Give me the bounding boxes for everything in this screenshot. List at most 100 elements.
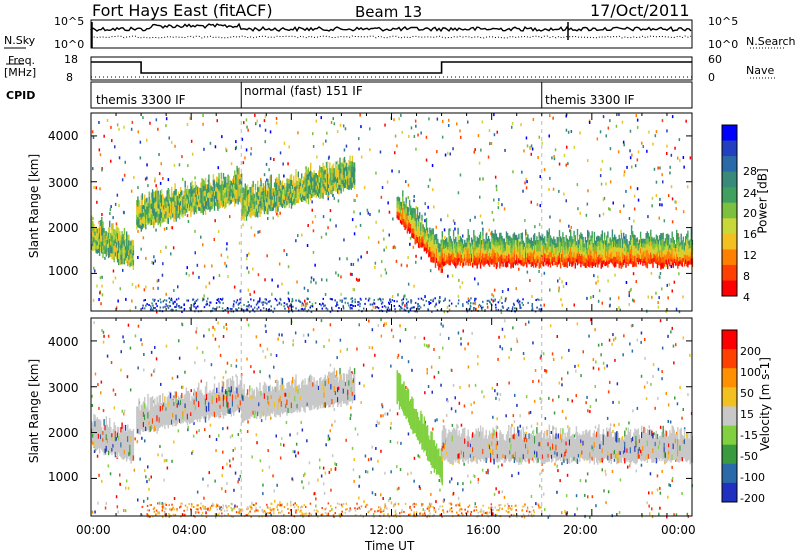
power-echo-cell (536, 255, 538, 262)
power-echo-cell (165, 211, 167, 216)
power-echo-cell (115, 247, 118, 254)
velocity-noise-point (657, 396, 659, 400)
power-echo-cell (687, 260, 689, 268)
power-noise-point (378, 209, 380, 213)
power-noise-point (352, 263, 355, 266)
velocity-noise-point (413, 479, 415, 483)
velocity-noise-point (495, 396, 497, 400)
power-echo-cell (573, 236, 575, 242)
power-echo-cell (568, 251, 571, 257)
power-noise-point (386, 180, 389, 184)
velocity-noise-point (390, 364, 392, 368)
power-echo-cell (577, 255, 580, 260)
power-echo-cell (127, 250, 129, 256)
power-echo-cell (258, 208, 260, 213)
power-echo-cell (295, 191, 297, 198)
power-echo-cell (347, 178, 349, 183)
power-echo-cell (525, 252, 527, 259)
power-echo-cell (605, 240, 607, 246)
power-noise-point (170, 252, 172, 256)
velocity-noise-point (324, 471, 327, 475)
power-noise-point (360, 155, 363, 159)
power-echo-cell (94, 238, 96, 244)
power-echo-cell (506, 233, 509, 239)
power-echo-cell (296, 184, 298, 189)
power-echo-cell (676, 253, 678, 260)
velocity-noise-point (281, 333, 283, 337)
power-noise-point (312, 145, 315, 148)
power-noise-point (314, 263, 316, 267)
power-echo-cell (110, 240, 112, 246)
power-noise-point (413, 135, 416, 138)
power-echo-cell (157, 219, 159, 226)
power-noise-point (530, 200, 532, 204)
power-echo-cell (410, 214, 412, 220)
power-noise-point (337, 273, 340, 277)
power-echo-cell (97, 248, 100, 253)
power-ground-point (377, 298, 379, 301)
power-noise-point (629, 129, 632, 133)
power-echo-cell (573, 252, 575, 258)
velocity-noise-point (622, 353, 624, 357)
power-noise-point (424, 295, 426, 299)
power-echo-cell (150, 203, 153, 209)
power-noise-point (142, 236, 145, 240)
power-echo-cell (271, 191, 274, 197)
power-echo-cell (510, 262, 512, 269)
velocity-noise-point (567, 425, 569, 429)
power-echo-cell (168, 207, 171, 213)
power-ground-point (150, 306, 153, 309)
power-echo-cell (655, 253, 658, 260)
power-echo-cell (231, 178, 234, 183)
power-noise-point (392, 217, 394, 221)
power-echo-cell (441, 268, 443, 273)
power-echo-cell (95, 226, 97, 232)
power-echo-cell (111, 235, 113, 242)
power-echo-cell (642, 252, 644, 257)
power-ground-point (302, 308, 305, 311)
power-echo-cell (176, 203, 178, 208)
power-echo-cell (472, 239, 474, 245)
power-echo-cell (207, 196, 209, 202)
power-echo-cell (626, 255, 628, 260)
velocity-noise-point (219, 506, 221, 510)
power-echo-cell (476, 236, 478, 243)
power-echo-cell (340, 168, 342, 174)
power-echo-cell (138, 213, 140, 219)
power-echo-cell (642, 238, 644, 244)
power-echo-cell (653, 257, 655, 262)
power-noise-point (407, 256, 409, 260)
power-echo-cell (573, 246, 575, 253)
power-noise-point (478, 161, 481, 165)
power-echo-cell (125, 241, 128, 248)
power-echo-cell (332, 172, 334, 178)
power-ground-point (279, 298, 282, 301)
power-echo-cell (239, 192, 242, 198)
power-echo-cell (632, 231, 634, 238)
power-noise-point (106, 119, 109, 122)
velocity-noise-point (442, 346, 444, 350)
power-echo-cell (130, 244, 132, 250)
power-echo-cell (153, 221, 155, 229)
power-echo-cell (534, 243, 536, 250)
power-echo-cell (502, 238, 504, 244)
power-noise-point (404, 294, 406, 298)
power-echo-cell (151, 189, 154, 196)
power-noise-point (151, 260, 153, 264)
power-echo-cell (308, 175, 311, 181)
power-noise-point (203, 147, 205, 151)
power-noise-point (415, 260, 417, 264)
power-echo-cell (205, 192, 208, 197)
power-echo-cell (113, 229, 115, 235)
power-echo-cell (338, 184, 340, 190)
power-echo-cell (282, 185, 285, 190)
power-echo-cell (323, 165, 325, 171)
velocity-noise-point (232, 457, 234, 461)
power-echo-cell (530, 247, 532, 253)
power-echo-cell (401, 202, 403, 207)
power-ground-point (368, 297, 370, 300)
power-echo-cell (404, 204, 406, 209)
power-noise-point (609, 180, 612, 184)
power-echo-cell (519, 256, 521, 261)
power-echo-cell (144, 216, 146, 223)
